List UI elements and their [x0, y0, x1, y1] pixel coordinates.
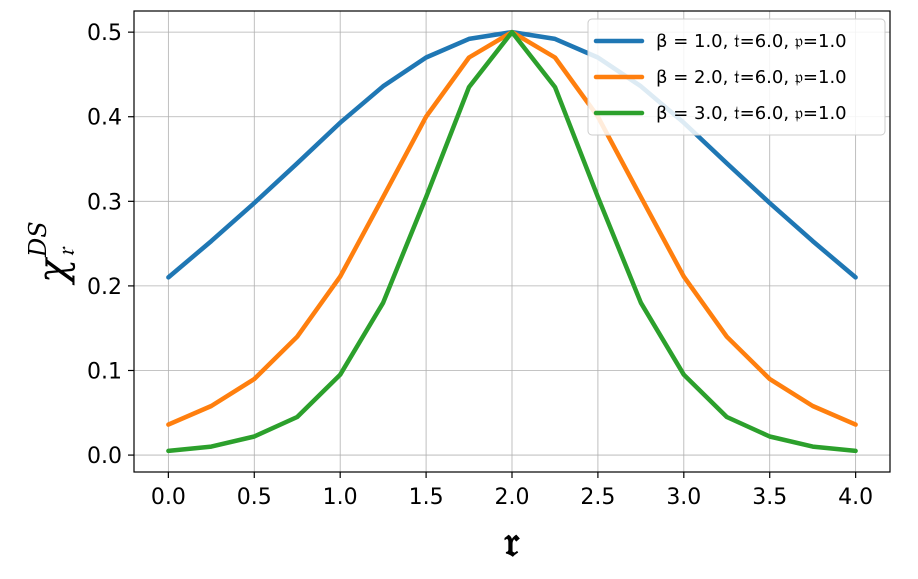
y-tick-label: 0.3 [87, 190, 122, 215]
y-axis-label-main: χ [30, 256, 76, 286]
legend-label: β = 3.0, 𝔱=6.0, 𝔭=1.0 [656, 103, 847, 124]
legend-label: β = 2.0, 𝔱=6.0, 𝔭=1.0 [656, 67, 847, 88]
legend-label: β = 1.0, 𝔱=6.0, 𝔭=1.0 [656, 31, 847, 52]
y-tick-label: 0.2 [87, 275, 122, 300]
x-tick-label: 3.5 [752, 485, 787, 510]
y-axis-label: χ 𝔯 DS [24, 221, 80, 286]
x-tick-label: 0.5 [237, 485, 272, 510]
series-lines [166, 29, 858, 454]
legend: β = 1.0, 𝔱=6.0, 𝔭=1.0 β = 2.0, 𝔱=6.0, 𝔭=1… [587, 18, 886, 136]
series-line-3 [166, 29, 858, 454]
y-tick-label: 0.5 [87, 21, 122, 46]
y-tick-label: 0.1 [87, 359, 122, 384]
y-axis-ticks: 0.0 0.1 0.2 0.3 0.4 0.5 [87, 21, 134, 469]
x-tick-label: 0.0 [151, 485, 186, 510]
y-axis-label-subscript: 𝔯 [52, 246, 80, 257]
y-tick-label: 0.0 [87, 444, 122, 469]
x-tick-label: 1.5 [409, 485, 444, 510]
x-axis-label: 𝔯 [505, 517, 521, 566]
x-tick-label: 2.5 [580, 485, 615, 510]
x-tick-label: 3.0 [666, 485, 701, 510]
x-tick-label: 1.0 [323, 485, 358, 510]
y-axis-label-superscript: DS [24, 221, 52, 258]
y-tick-label: 0.4 [87, 106, 122, 131]
x-tick-label: 2.0 [495, 485, 530, 510]
x-tick-label: 4.0 [838, 485, 873, 510]
legend-box [587, 18, 886, 136]
x-axis-ticks: 0.0 0.5 1.0 1.5 2.0 2.5 3.0 3.5 4.0 [151, 472, 873, 510]
